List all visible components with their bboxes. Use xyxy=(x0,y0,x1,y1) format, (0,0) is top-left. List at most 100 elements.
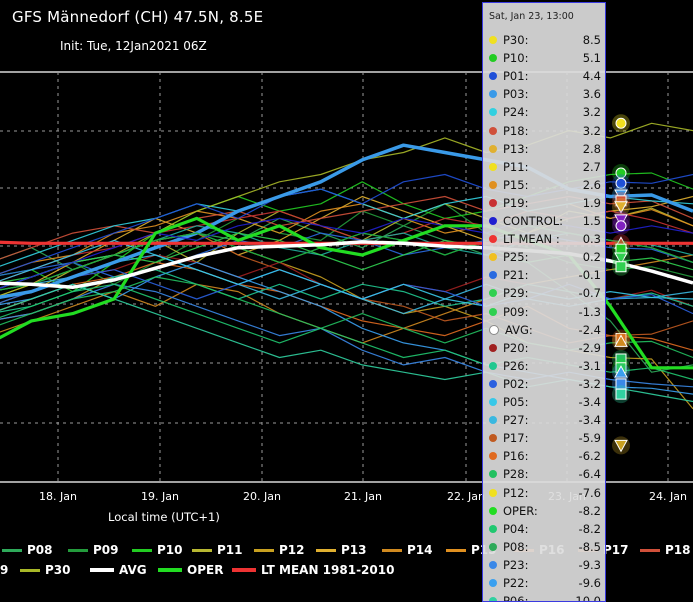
tooltip-row: OPER: -8.2 xyxy=(489,502,601,520)
tooltip-series-name: P01: xyxy=(503,69,529,84)
tooltip-dot xyxy=(489,324,499,335)
legend-item-p30[interactable]: P30 xyxy=(20,563,71,577)
tooltip-dot xyxy=(489,162,497,171)
legend-label: OPER xyxy=(187,563,224,577)
legend-label: P17 xyxy=(603,543,629,557)
legend-item-p13[interactable]: P13 xyxy=(316,543,367,557)
legend-item-p18[interactable]: P18 xyxy=(640,543,691,557)
tooltip-row: P02: -3.2 xyxy=(489,375,601,393)
tooltip-row: P23: -9.3 xyxy=(489,556,601,574)
tooltip-row: AVG: -2.4 xyxy=(489,321,601,339)
tooltip-row: P04: -8.2 xyxy=(489,520,601,538)
legend-item-p10[interactable]: P10 xyxy=(132,543,183,557)
tooltip-dot xyxy=(489,289,497,298)
tooltip-series-value: -3.4 xyxy=(578,395,601,409)
legend-item-avg[interactable]: AVG xyxy=(90,563,147,577)
tooltip-row: P20: -2.9 xyxy=(489,339,601,357)
tooltip-header: Sat, Jan 23, 13:00 xyxy=(489,11,574,22)
tooltip-dot xyxy=(489,597,497,601)
tooltip-row: P11: 2.7 xyxy=(489,158,601,176)
tooltip-dot xyxy=(489,235,497,244)
legend-swatch xyxy=(90,568,114,572)
tooltip-series-name: P08: xyxy=(503,539,529,554)
legend-row-2: 9 P30 AVG OPER LT MEAN 1981-2010 xyxy=(0,563,693,581)
marker-point xyxy=(615,388,627,400)
tooltip-dot xyxy=(489,72,497,81)
tooltip-series-value: 2.8 xyxy=(582,141,601,156)
tooltip-series-name: P10: xyxy=(503,51,529,66)
legend-swatch xyxy=(382,548,402,552)
legend-item-lt-mean-1981-2010[interactable]: LT MEAN 1981-2010 xyxy=(232,563,394,577)
legend-item-p12[interactable]: P12 xyxy=(254,543,305,557)
tooltip-row: P21: -0.1 xyxy=(489,266,601,284)
tooltip-dot xyxy=(489,198,497,207)
tooltip-series-value: 1.5 xyxy=(582,214,601,228)
tooltip-dot xyxy=(489,108,497,117)
tooltip-dot xyxy=(489,361,497,370)
tooltip-series-value: 1.9 xyxy=(582,195,601,210)
tooltip-series-name: P15: xyxy=(503,177,529,192)
tooltip-series-name: P18: xyxy=(503,123,529,138)
tooltip-row: P27: -3.4 xyxy=(489,411,601,429)
legend-item-p09[interactable]: P09 xyxy=(68,543,119,557)
tooltip-series-name: P29: xyxy=(503,286,529,301)
legend-item-p11[interactable]: P11 xyxy=(192,543,243,557)
tooltip-row: P01: 4.4 xyxy=(489,67,601,85)
marker-point xyxy=(615,117,627,129)
tooltip-series-value: 0.2 xyxy=(582,250,601,265)
tooltip-series-name: OPER: xyxy=(503,503,538,518)
tooltip-row: P17: -5.9 xyxy=(489,429,601,447)
tooltip-panel: Sat, Jan 23, 13:00 P30: 8.5 P10: 5.1 P01: 4.4… xyxy=(482,2,606,602)
legend-item-p08[interactable]: P08 xyxy=(2,543,53,557)
tooltip-series-name: P20: xyxy=(503,340,529,355)
tooltip-series-name: P26: xyxy=(503,358,529,373)
legend-item-p14[interactable]: P14 xyxy=(382,543,433,557)
legend-swatch xyxy=(254,548,274,552)
tooltip-row: P09: -1.3 xyxy=(489,303,601,321)
tooltip-row: P26: -3.1 xyxy=(489,357,601,375)
legend-swatch xyxy=(316,548,336,552)
tooltip-series-value: -9.6 xyxy=(578,576,601,590)
tooltip-row: P08: -8.5 xyxy=(489,538,601,556)
legend-label: P09 xyxy=(93,543,119,557)
marker-point xyxy=(615,220,627,232)
tooltip-dot xyxy=(489,488,497,497)
tooltip-row: LT MEAN : 0.3 xyxy=(489,230,601,248)
tooltip-series-value: 2.6 xyxy=(582,177,601,192)
tooltip-row: P10: 5.1 xyxy=(489,49,601,67)
tooltip-series-name: P02: xyxy=(503,376,529,391)
tooltip-series-name: P25: xyxy=(503,250,529,265)
tooltip-row: P22: -9.6 xyxy=(489,574,601,592)
tooltip-series-value: -5.9 xyxy=(578,431,601,446)
tooltip-series-name: P19: xyxy=(503,195,529,210)
legend-item-oper[interactable]: OPER xyxy=(158,563,223,577)
chart-title: GFS Männedorf (CH) 47.5N, 8.5E xyxy=(12,8,264,26)
legend-label: P12 xyxy=(279,543,305,557)
tooltip-series-value: -2.9 xyxy=(578,340,601,355)
tooltip-series-value: 3.2 xyxy=(582,123,601,138)
tooltip-row: P16: -6.2 xyxy=(489,447,601,465)
tooltip-dot xyxy=(489,271,497,280)
legend-swatch xyxy=(640,548,660,552)
tooltip-dot xyxy=(489,253,497,262)
tooltip-dot xyxy=(489,379,497,388)
marker-point xyxy=(615,261,627,273)
tooltip-row: P15: 2.6 xyxy=(489,176,601,194)
tooltip-row: P30: 8.5 xyxy=(489,31,601,49)
marker-point xyxy=(614,365,628,378)
tooltip-dot xyxy=(489,506,497,515)
marker-point xyxy=(614,439,628,453)
legend-item-9[interactable]: 9 xyxy=(0,563,8,577)
tooltip-row: P05: -3.4 xyxy=(489,393,601,411)
tooltip-dot xyxy=(489,524,497,533)
tooltip-series-value: -8.2 xyxy=(578,521,601,536)
tooltip-series-name: P24: xyxy=(503,105,529,120)
legend-label: P18 xyxy=(665,543,691,557)
tooltip-row: P29: -0.7 xyxy=(489,284,601,302)
x-tick-label: 21. Jan xyxy=(344,490,382,503)
tooltip-series-name: P13: xyxy=(503,141,529,156)
tooltip-row: P24: 3.2 xyxy=(489,103,601,121)
tooltip-series-name: P22: xyxy=(503,576,529,590)
x-tick-label: 18. Jan xyxy=(39,490,77,503)
tooltip-series-value: 3.2 xyxy=(582,105,601,120)
